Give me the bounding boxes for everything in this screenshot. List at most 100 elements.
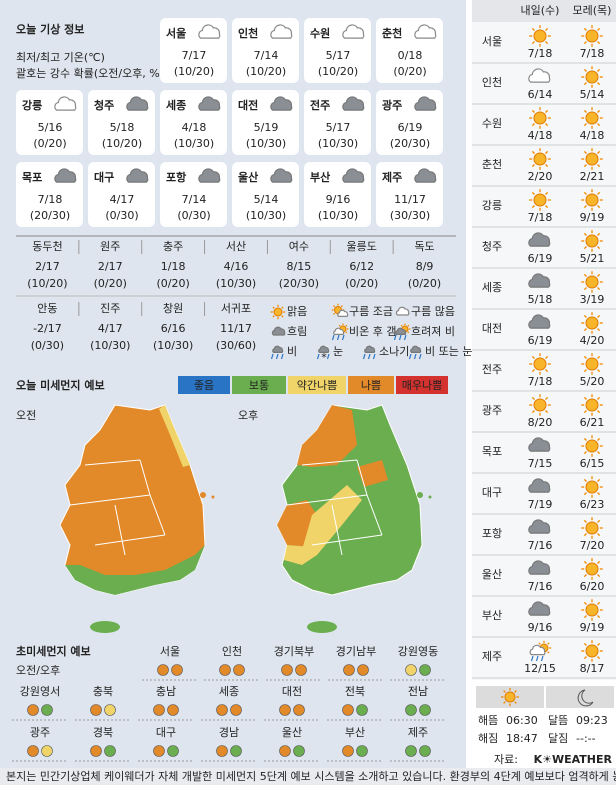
dust-dot [216, 745, 228, 757]
sun-disc [585, 480, 599, 494]
forecast-temp: 7/16 [528, 580, 553, 593]
cloud [270, 96, 293, 111]
region-name: 전북 [345, 685, 365, 698]
sun-ray [583, 191, 587, 195]
sun-ray [545, 191, 549, 195]
small-city-name: 독도 [414, 240, 434, 253]
sun-ray [597, 478, 601, 482]
dust-legend-swatch [396, 376, 448, 394]
astro-time: 09:23 [576, 714, 608, 727]
dust-dot [90, 704, 102, 716]
city-name: 대구 [94, 170, 114, 184]
sun-ray [545, 410, 549, 414]
dust-dot [405, 745, 417, 757]
forecast-city: 광주 [482, 404, 502, 417]
region-name: 경북 [93, 726, 113, 739]
city-rain: (10/30) [246, 209, 286, 222]
sun-ray [597, 314, 601, 318]
subtitle: 최저/최고 기온(℃) [16, 51, 105, 64]
forecast-city: 대전 [482, 322, 502, 335]
sun-ray [531, 41, 535, 45]
sun-ray [545, 205, 549, 209]
sun-ray [531, 191, 535, 195]
cloud [198, 168, 221, 183]
weather-icon [581, 230, 603, 252]
legend-label: 구름 조금 [349, 305, 393, 318]
cloud [126, 168, 149, 183]
cloud [272, 345, 284, 354]
sun-ray [597, 205, 601, 209]
sun-ray [531, 123, 535, 127]
weather-icon [581, 599, 603, 621]
sun-disc [585, 29, 599, 43]
dust-dot [90, 745, 102, 757]
small-city-name: 안동 [37, 302, 57, 315]
city-name: 광주 [382, 99, 402, 112]
city-temp: 7/18 [38, 193, 63, 206]
cloud [198, 24, 221, 39]
sun-ray [597, 273, 601, 277]
weather-icon [529, 394, 551, 416]
small-city-temp: 1/18 [161, 260, 186, 273]
rain-drop [367, 353, 371, 360]
weather-icon [529, 353, 551, 375]
sun-ray [583, 519, 587, 523]
weather-icon [270, 96, 293, 111]
city-rain: (20/30) [30, 209, 70, 222]
forecast-city: 수원 [482, 117, 502, 130]
forecast-temp: 9/16 [528, 621, 553, 634]
city-name: 포항 [166, 170, 186, 184]
dust-dot [230, 704, 242, 716]
forecast-city: 전주 [482, 363, 502, 376]
forecast-city: 서울 [482, 35, 502, 48]
sun-ray [597, 41, 601, 45]
forecast-city: 춘천 [482, 157, 502, 171]
sun-ray [400, 324, 403, 327]
weather-icon [414, 168, 437, 183]
dust-dot [233, 664, 245, 676]
sun-disc [533, 152, 547, 166]
sun-ray [545, 123, 549, 127]
sun-ray [597, 519, 601, 523]
small-city-rain: (10/30) [90, 339, 130, 352]
sun-disc [504, 691, 516, 703]
sun-disc [585, 398, 599, 412]
small-city-name: 충주 [163, 240, 183, 253]
cloud [54, 168, 77, 183]
sun-ray [583, 68, 587, 72]
sun-ray [545, 41, 549, 45]
weather-icon [529, 25, 551, 47]
sun-ray [583, 123, 587, 127]
dust-dot [157, 664, 169, 676]
weather-icon [581, 476, 603, 498]
sun-ray [340, 305, 343, 308]
city-name: 세종 [166, 98, 186, 112]
sun-disc [585, 234, 599, 248]
weather-icon [529, 189, 551, 211]
city-rain: (10/20) [318, 65, 358, 78]
sun-ray [597, 191, 601, 195]
forecast-temp: 8/20 [528, 416, 553, 429]
forecast-temp: 6/20 [580, 580, 605, 593]
rain-drop [326, 353, 330, 360]
sun-ray [583, 355, 587, 359]
forecast-temp: 7/18 [528, 211, 553, 224]
sun-ray [281, 306, 284, 309]
small-city-name: 창원 [163, 302, 183, 315]
weather-icon [528, 478, 551, 493]
sun-ray [583, 437, 587, 441]
forecast-temp: 4/18 [580, 129, 605, 142]
sun-icon [501, 688, 519, 706]
dust-dot [230, 745, 242, 757]
dust-dot [27, 704, 39, 716]
weather-icon [528, 232, 551, 247]
small-city-name: 울릉도 [347, 240, 377, 253]
sun-ray [583, 109, 587, 113]
region-name: 광주 [30, 726, 50, 739]
dust-dot [342, 745, 354, 757]
dust-dot [419, 664, 431, 676]
city-rain: (10/30) [246, 137, 286, 150]
rain-drop [280, 353, 284, 360]
dust-dot [356, 745, 368, 757]
